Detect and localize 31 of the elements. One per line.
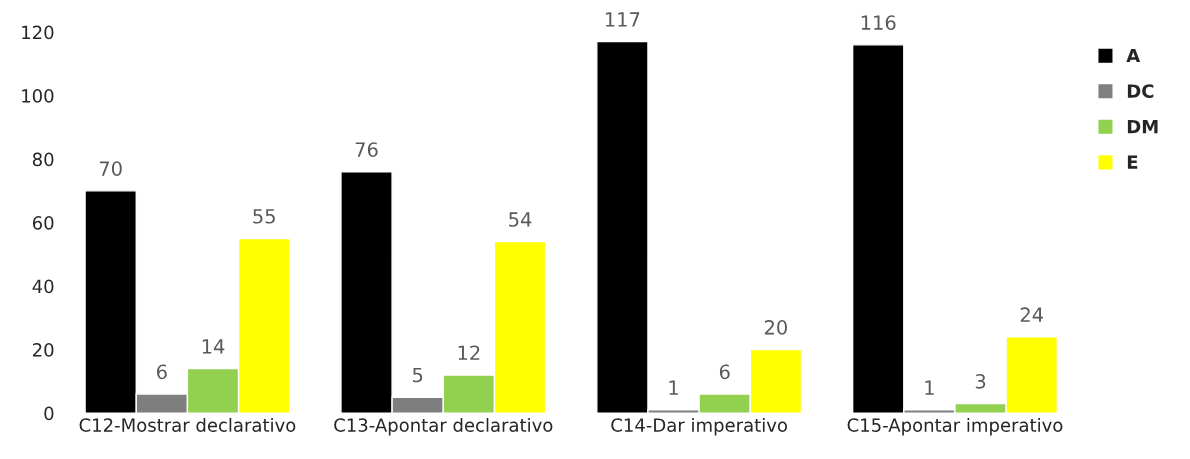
data-label: 12 [458, 345, 480, 360]
data-label: 5 [413, 367, 423, 383]
data-label: 116 [861, 15, 896, 30]
data-label: 14 [202, 339, 225, 354]
legend-label: DM [1127, 120, 1158, 134]
data-label: 1 [925, 380, 934, 395]
x-tick-label: C15-Apontar imperativo [847, 417, 1063, 436]
y-tick-label: 120 [22, 25, 54, 40]
data-label: 117 [605, 12, 640, 27]
y-tick-label: 80 [32, 152, 54, 167]
y-tick-label: 100 [22, 89, 54, 103]
y-tick-label: 40 [32, 279, 54, 294]
data-label: 24 [1020, 307, 1044, 322]
x-tick-label: C14-Dar imperativo [611, 417, 787, 436]
data-label: 54 [509, 212, 532, 227]
data-label: 1 [669, 380, 678, 395]
y-tick-label: 20 [32, 343, 54, 357]
data-label: 6 [157, 364, 167, 380]
data-label: 3 [975, 373, 986, 389]
y-tick-label: 0 [44, 406, 54, 421]
legend-label: A [1126, 48, 1141, 63]
data-label: 55 [253, 209, 275, 224]
data-label: 20 [764, 320, 787, 335]
data-label: 70 [99, 161, 122, 176]
data-label: 76 [355, 142, 378, 157]
y-tick-label: 60 [32, 216, 54, 230]
legend-label: E [1127, 155, 1138, 169]
data-label: 6 [719, 364, 730, 380]
x-tick-label: C12-Mostrar declarativo [79, 417, 296, 432]
x-tick-label: C13-Apontar declarativo [334, 417, 553, 436]
legend-label: DC [1127, 84, 1154, 98]
